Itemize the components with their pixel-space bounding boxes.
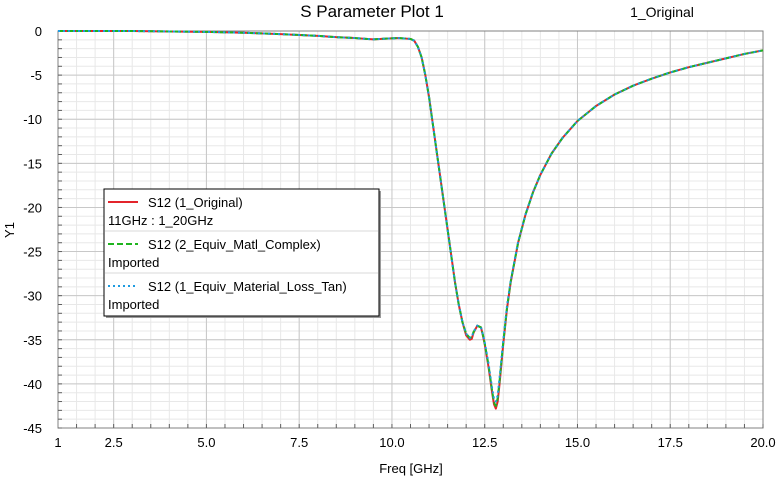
y-axis-title: Y1 bbox=[2, 222, 17, 238]
y-tick-label: -10 bbox=[23, 112, 42, 127]
y-tick-label: -20 bbox=[23, 200, 42, 215]
y-tick-label: -30 bbox=[23, 289, 42, 304]
x-tick-label: 1 bbox=[54, 435, 61, 450]
legend-sweep-label: 11GHz : 1_20GHz bbox=[108, 213, 213, 228]
y-tick-label: 0 bbox=[35, 24, 42, 39]
legend-series-name: S12 (2_Equiv_Matl_Complex) bbox=[148, 237, 321, 252]
x-tick-label: 12.5 bbox=[472, 435, 497, 450]
legend[interactable]: S12 (1_Original) 11GHz : 1_20GHz S12 (2_Eq… bbox=[103, 188, 381, 318]
legend-series-name: S12 (1_Equiv_Material_Loss_Tan) bbox=[148, 279, 347, 294]
x-tick-label: 2.5 bbox=[105, 435, 123, 450]
y-tick-label: -45 bbox=[23, 421, 42, 436]
legend-sweep-label: Imported bbox=[108, 255, 159, 270]
y-tick-label: -35 bbox=[23, 333, 42, 348]
x-tick-label: 10.0 bbox=[379, 435, 404, 450]
series-lines[interactable] bbox=[58, 30, 764, 410]
x-tick-label: 17.5 bbox=[658, 435, 683, 450]
x-tick-label: 15.0 bbox=[565, 435, 590, 450]
chart-title: S Parameter Plot 1 bbox=[300, 2, 444, 21]
y-tick-label: -5 bbox=[30, 68, 42, 83]
design-name-label: 1_Original bbox=[630, 4, 694, 20]
x-tick-label: 5.0 bbox=[197, 435, 215, 450]
y-tick-label: -25 bbox=[23, 245, 42, 260]
series-line-3[interactable] bbox=[58, 30, 764, 403]
y-tick-label: -40 bbox=[23, 377, 42, 392]
x-tick-label: 7.5 bbox=[290, 435, 308, 450]
y-tick-label: -15 bbox=[23, 156, 42, 171]
x-tick-label: 20.0 bbox=[750, 435, 775, 450]
axis-ticks: 1 2.5 5.0 7.5 10.0 12.5 15.0 17.5 20.00-5-10-15-… bbox=[23, 24, 775, 450]
legend-sweep-label: Imported bbox=[108, 297, 159, 312]
legend-series-name: S12 (1_Original) bbox=[148, 195, 243, 210]
x-axis-title: Freq [GHz] bbox=[379, 461, 443, 476]
legend-box bbox=[103, 188, 380, 317]
